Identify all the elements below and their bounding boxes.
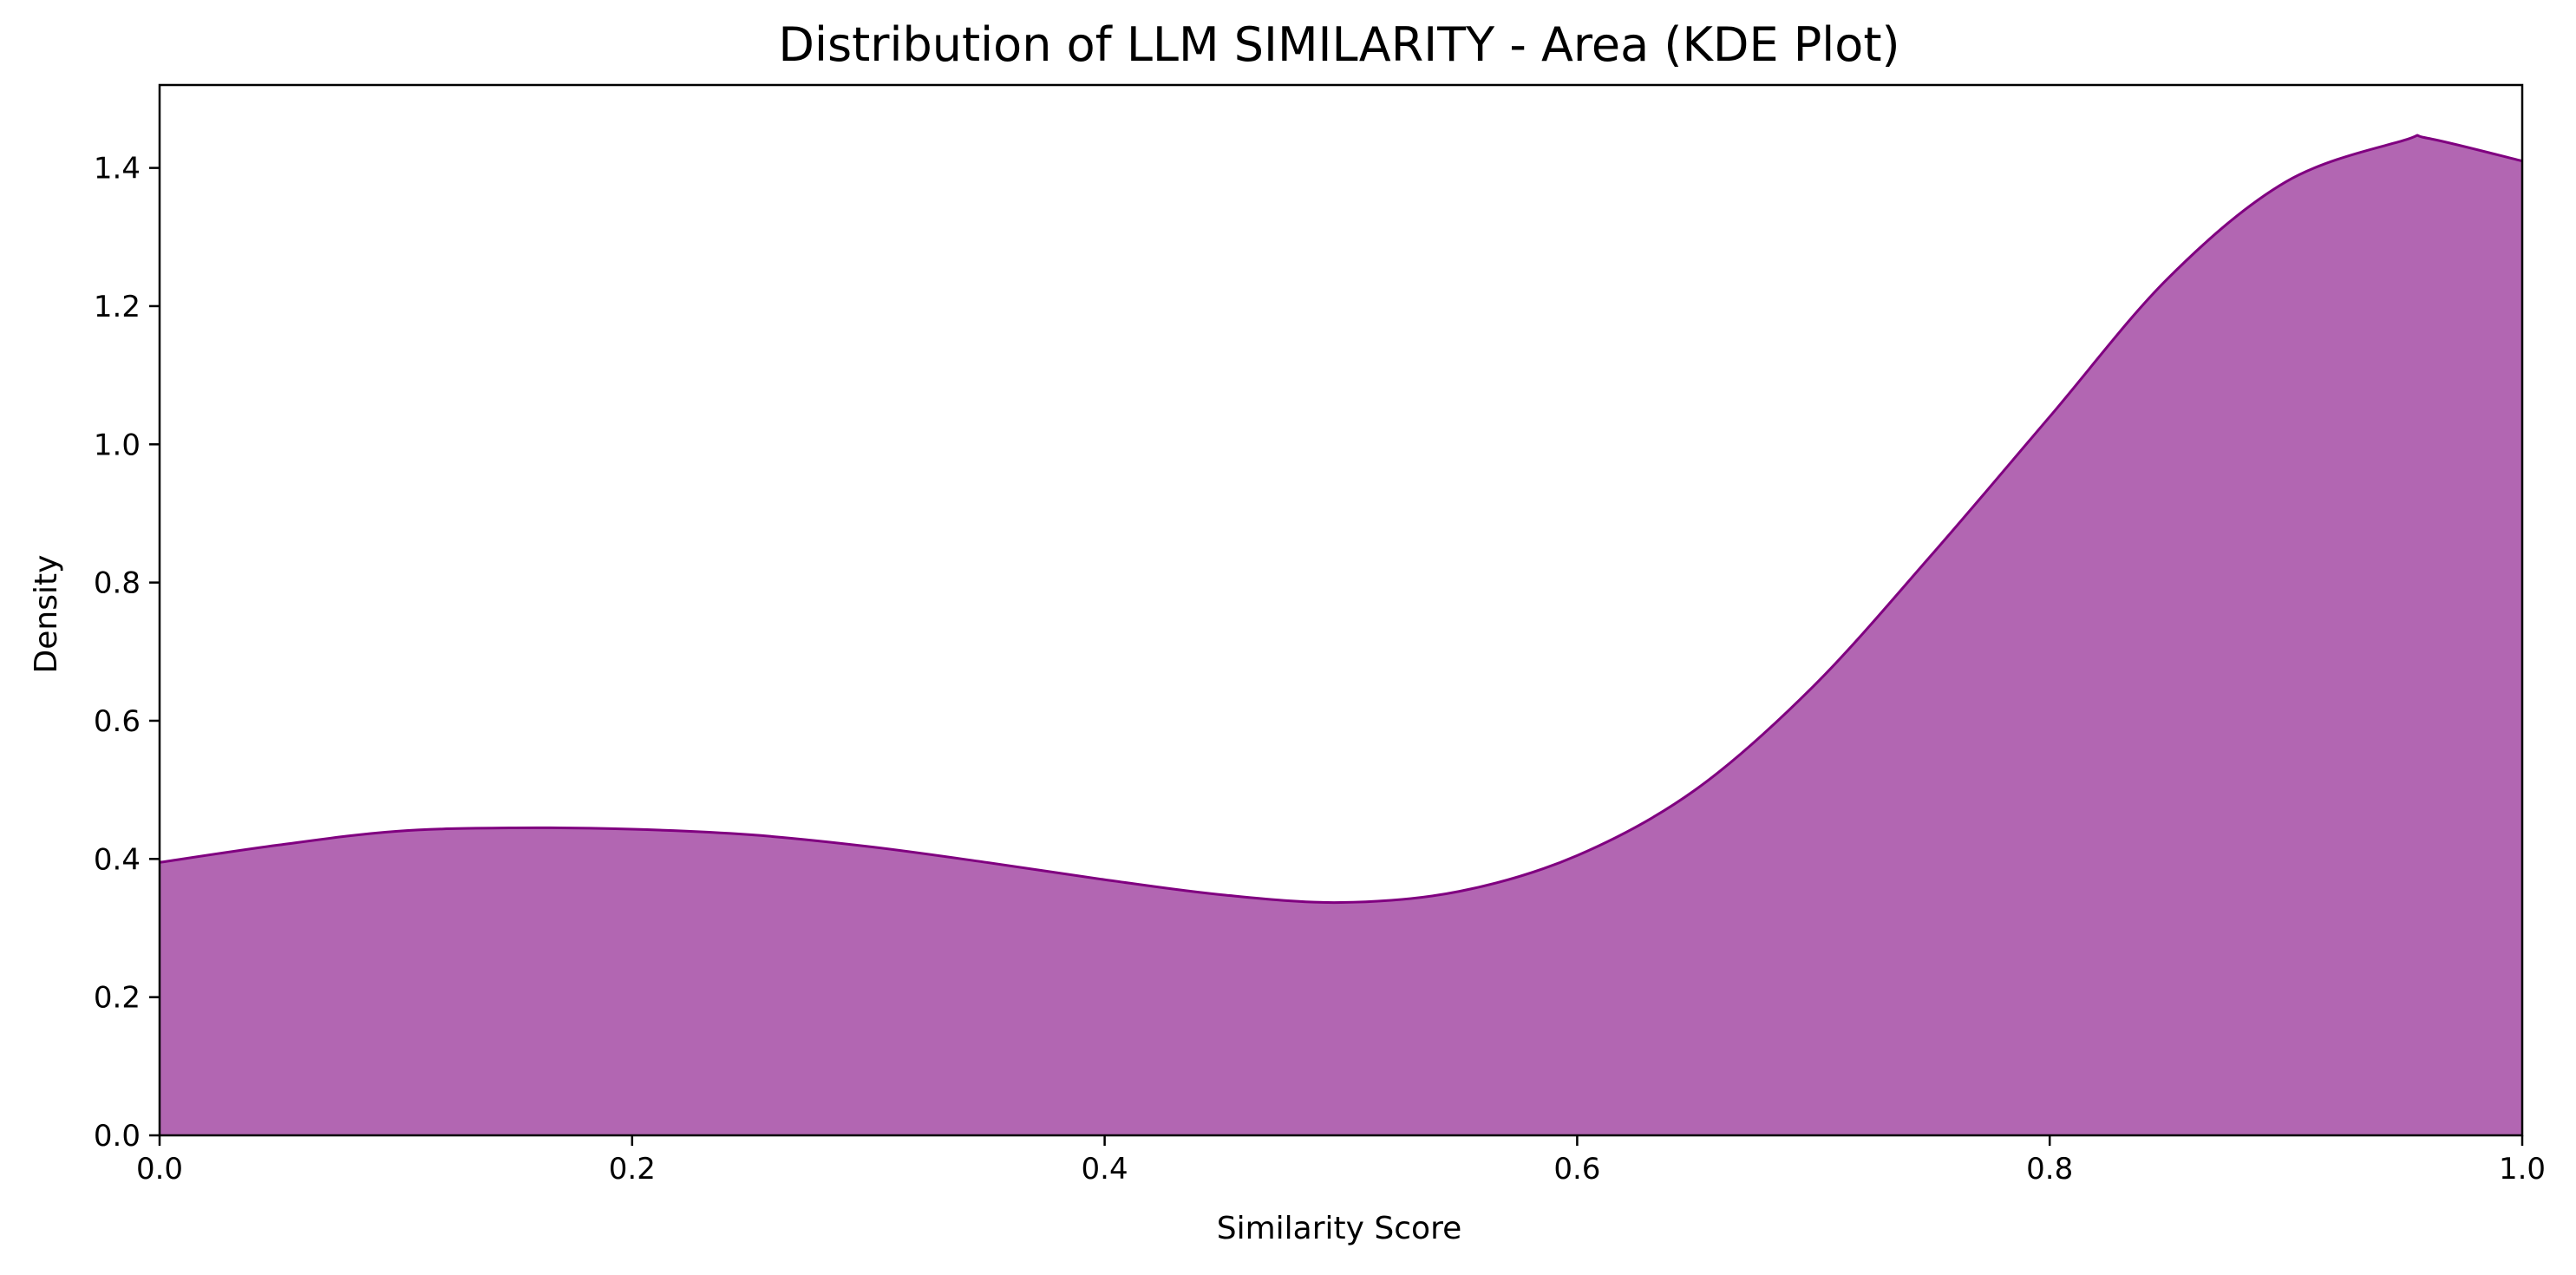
x-tick-label: 0.6: [1553, 1152, 1600, 1187]
kde-area-fill: [160, 134, 2522, 1135]
plot-frame: [158, 83, 2524, 1137]
y-tick-label: 0.8: [94, 566, 141, 601]
x-tick-label: 0.8: [2026, 1152, 2073, 1187]
axes: 0.0 0.2 0.4 0.6 0.8 1.0 0.0 0.2 0.4 0.6 0.8 1.0 1.2 1…: [94, 83, 2546, 1187]
kde-curve-line: [159, 134, 2523, 905]
y-tick-label: 0.4: [94, 842, 141, 877]
y-axis-label: Density: [29, 555, 64, 674]
y-tick-label: 0.2: [94, 981, 141, 1016]
chart-title: Distribution of LLM SIMILARITY - Area (K…: [778, 17, 1899, 72]
x-axis-label: Similarity Score: [1217, 1211, 1461, 1246]
y-tick-label: 1.2: [94, 290, 141, 324]
y-tick-label: 0.6: [94, 704, 141, 739]
y-tick-label: 0.0: [94, 1119, 141, 1154]
x-tick-label: 0.4: [1082, 1152, 1128, 1187]
y-tick-label: 1.4: [94, 152, 141, 186]
plot-area: [159, 134, 2523, 1135]
x-tick-label: 0.2: [609, 1152, 656, 1187]
x-tick-label: 1.0: [2499, 1152, 2546, 1187]
x-tick-label: 0.0: [136, 1152, 183, 1187]
y-tick-label: 1.0: [94, 428, 141, 462]
